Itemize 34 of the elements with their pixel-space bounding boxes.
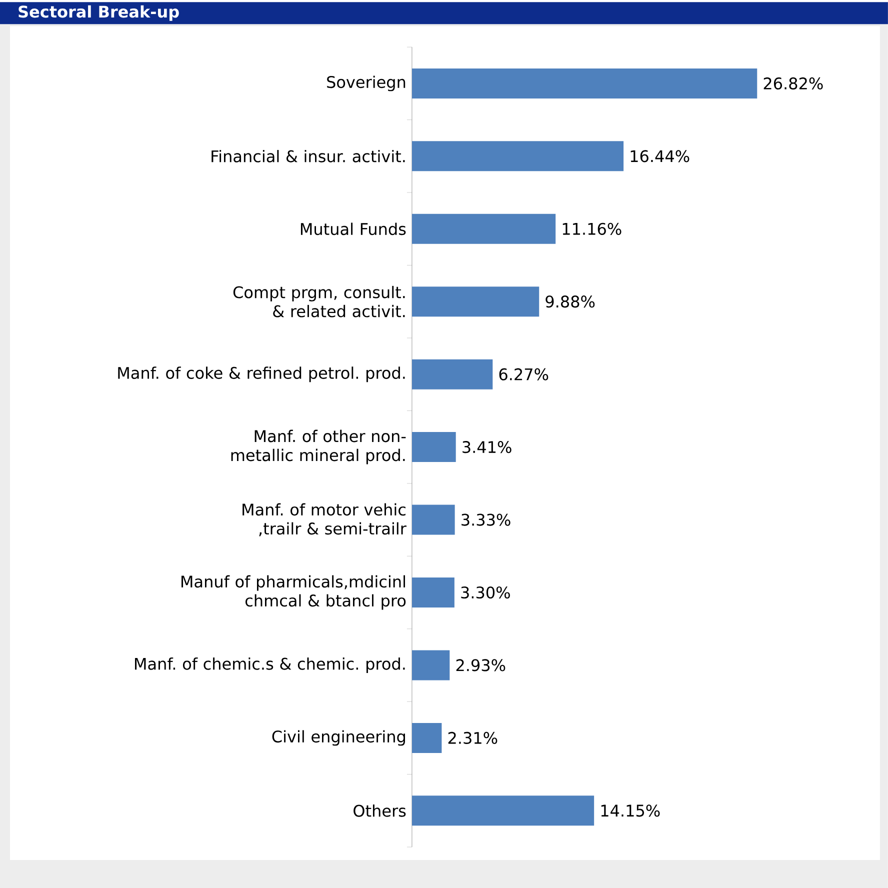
text: Sectoral Break-up (18, 5, 179, 21)
data-label: 3.30% (461, 586, 510, 599)
bar (412, 722, 442, 753)
data-label: 2.93% (456, 659, 506, 672)
y-tick-label: Manf. of motor vehic ,trailr & semi-trailr (242, 503, 406, 536)
y-tick-label: Manf. of other non-metallic mineral prod. (231, 430, 406, 464)
data-label: 14.15% (601, 804, 660, 817)
y-tick-label: Manuf of pharmicals,mdicinl chmcal & btancl pro (182, 575, 406, 610)
y-tick-label: Mutual Funds (301, 222, 406, 236)
data-label: 9.88% (546, 296, 595, 308)
y-tick-label: Soveriegn (327, 76, 406, 92)
bar (412, 286, 540, 317)
data-label: 3.41% (462, 441, 512, 454)
data-label: 16.44% (630, 150, 690, 162)
bar (412, 650, 450, 680)
bar (412, 577, 454, 608)
y-tick-label: Manf. of coke & refined petrol. prod. (118, 366, 405, 382)
data-label: 11.16% (562, 222, 622, 235)
data-label: 2.31% (448, 732, 498, 744)
bar (412, 141, 624, 172)
y-tick-label: Manf. of chemic.s & chemic. prod. (135, 657, 405, 673)
bar (412, 504, 455, 535)
bar (412, 359, 493, 390)
bar (412, 796, 594, 826)
bar (412, 214, 556, 244)
y-tick-label: Others (354, 804, 406, 817)
y-tick-label: Civil engineering (272, 730, 406, 746)
bar (412, 432, 456, 462)
data-label: 6.27% (499, 368, 548, 380)
data-label: 26.82% (764, 77, 823, 90)
bar (412, 68, 758, 98)
y-tick-label: Compt prgm, consult. & related activit. (233, 286, 405, 318)
data-label: 3.33% (462, 514, 510, 526)
y-tick-label: Financial & insur. activit. (212, 150, 405, 162)
